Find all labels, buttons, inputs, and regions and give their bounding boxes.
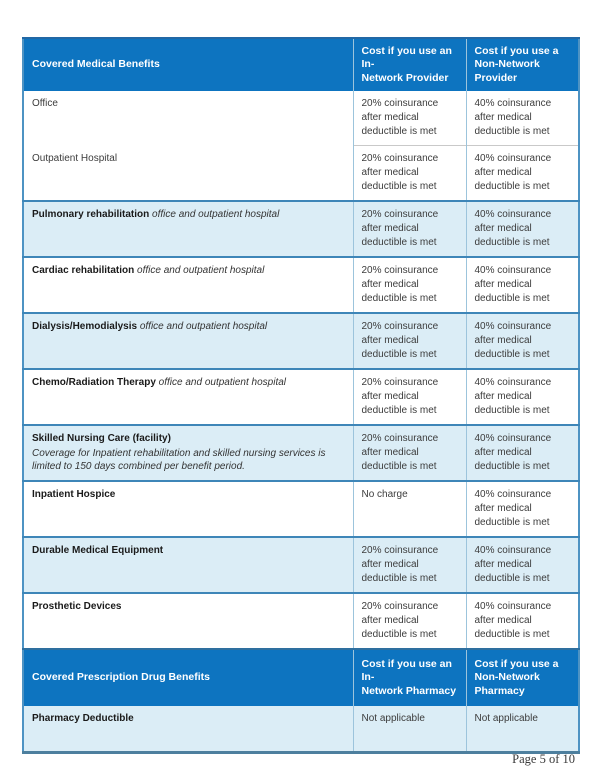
benefit-name-cell: Prosthetic Devices [23, 592, 353, 648]
in-network-pharmacy-header: Cost if you use an In- Network Pharmacy [352, 648, 466, 706]
non-network-cost-cell: 40% coinsurance after medical deductible… [465, 480, 579, 537]
table-row: Cardiac rehabilitation office and outpat… [23, 256, 579, 313]
benefit-setting-note: office and outpatient hospital [149, 209, 280, 220]
table-row: Chemo/Radiation Therapy office and outpa… [23, 368, 579, 425]
non-network-cost-cell: 40% coinsurance after medical deductible… [465, 91, 579, 146]
benefit-coverage-note: Coverage for Inpatient rehabilitation an… [32, 447, 326, 473]
in-network-provider-header: Cost if you use an In- Network Provider [352, 37, 466, 91]
benefit-name-cell: Durable Medical Equipment [23, 536, 353, 593]
benefit-name-cell: Cardiac rehabilitation office and outpat… [23, 256, 353, 313]
table-row: Pulmonary rehabilitation office and outp… [23, 200, 579, 257]
benefit-name-cell: Dialysis/Hemodialysis office and outpati… [23, 312, 353, 369]
table-row: Pharmacy Deductible Not applicable Not app… [23, 706, 579, 752]
benefit-name: Inpatient Hospice [32, 489, 116, 500]
table-row: Durable Medical Equipment 20% coinsurance… [23, 536, 579, 593]
benefit-setting-note: office and outpatient hospital [155, 377, 286, 388]
in-network-cost-cell: 20% coinsurance after medical deductible… [352, 256, 466, 313]
table-row: Prosthetic Devices 20% coinsurance after … [23, 592, 579, 648]
benefit-name-cell: Inpatient Hospice [23, 480, 353, 537]
non-network-provider-header: Cost if you use a Non-Network Provider [465, 37, 579, 91]
benefit-name: Dialysis/Hemodialysis [32, 321, 138, 332]
benefit-name: Chemo/Radiation Therapy [32, 377, 156, 388]
benefit-name-cell: Pharmacy Deductible [23, 706, 353, 752]
benefit-name-cell: Office [23, 91, 353, 146]
in-network-cost-cell: 20% coinsurance after medical deductible… [352, 368, 466, 425]
table-row: Outpatient Hospital 20% coinsurance after… [23, 145, 579, 202]
benefit-name: Pharmacy Deductible [32, 713, 134, 724]
non-network-cost-cell: 40% coinsurance after medical deductible… [465, 145, 579, 201]
prescription-drug-benefits-header: Covered Prescription Drug Benefits [23, 648, 353, 706]
table-row: Office 20% coinsurance after medical dedu… [23, 91, 579, 146]
table-row: Skilled Nursing Care (facility) Coverage … [23, 424, 579, 481]
non-network-cost-cell: 40% coinsurance after medical deductible… [465, 424, 579, 481]
benefit-setting-note: office and outpatient hospital [134, 265, 265, 276]
non-network-cost-cell: 40% coinsurance after medical deductible… [465, 256, 579, 313]
benefit-setting-note: office and outpatient hospital [137, 321, 268, 332]
benefit-name-cell: Outpatient Hospital [23, 146, 353, 202]
non-network-cost-cell: 40% coinsurance after medical deductible… [465, 592, 579, 648]
in-network-cost-cell: 20% coinsurance after medical deductible… [352, 145, 466, 201]
in-network-cost-cell: 20% coinsurance after medical deductible… [352, 536, 466, 593]
non-network-cost-cell: 40% coinsurance after medical deductible… [465, 200, 579, 257]
table-row: Inpatient Hospice No charge 40% coinsuranc… [23, 480, 579, 537]
pharmacy-table-header-row: Covered Prescription Drug Benefits Cost … [23, 648, 579, 706]
in-network-cost-cell: 20% coinsurance after medical deductible… [352, 200, 466, 257]
in-network-cost-cell: Not applicable [352, 706, 466, 752]
benefit-name: Prosthetic Devices [32, 601, 122, 612]
non-network-cost-cell: 40% coinsurance after medical deductible… [465, 536, 579, 593]
non-network-cost-cell: Not applicable [465, 706, 579, 752]
non-network-pharmacy-header: Cost if you use a Non-Network Pharmacy [465, 648, 579, 706]
in-network-cost-cell: No charge [352, 480, 466, 537]
benefits-document-page: Covered Medical Benefits Cost if you use… [22, 37, 580, 754]
benefit-name: Office [32, 98, 58, 109]
benefit-name-cell: Skilled Nursing Care (facility) Coverage … [23, 424, 353, 481]
medical-table-header-row: Covered Medical Benefits Cost if you use… [23, 37, 579, 91]
covered-prescription-drug-benefits-table: Covered Prescription Drug Benefits Cost … [22, 648, 580, 754]
benefit-name-cell: Chemo/Radiation Therapy office and outpa… [23, 368, 353, 425]
in-network-cost-cell: 20% coinsurance after medical deductible… [352, 592, 466, 648]
page-number: Page 5 of 10 [512, 752, 575, 766]
benefit-name: Outpatient Hospital [32, 152, 118, 164]
benefit-name-cell: Pulmonary rehabilitation office and outp… [23, 200, 353, 257]
covered-medical-benefits-table: Covered Medical Benefits Cost if you use… [22, 37, 580, 648]
non-network-cost-cell: 40% coinsurance after medical deductible… [465, 368, 579, 425]
medical-benefits-header: Covered Medical Benefits [23, 37, 353, 91]
benefit-name: Cardiac rehabilitation [32, 265, 135, 276]
in-network-cost-cell: 20% coinsurance after medical deductible… [352, 424, 466, 481]
benefit-name: Pulmonary rehabilitation [32, 209, 150, 220]
in-network-cost-cell: 20% coinsurance after medical deductible… [352, 91, 466, 146]
non-network-cost-cell: 40% coinsurance after medical deductible… [465, 312, 579, 369]
benefit-name: Durable Medical Equipment [32, 545, 164, 556]
benefit-name: Skilled Nursing Care (facility) [32, 433, 171, 444]
in-network-cost-cell: 20% coinsurance after medical deductible… [352, 312, 466, 369]
table-row: Dialysis/Hemodialysis office and outpati… [23, 312, 579, 369]
